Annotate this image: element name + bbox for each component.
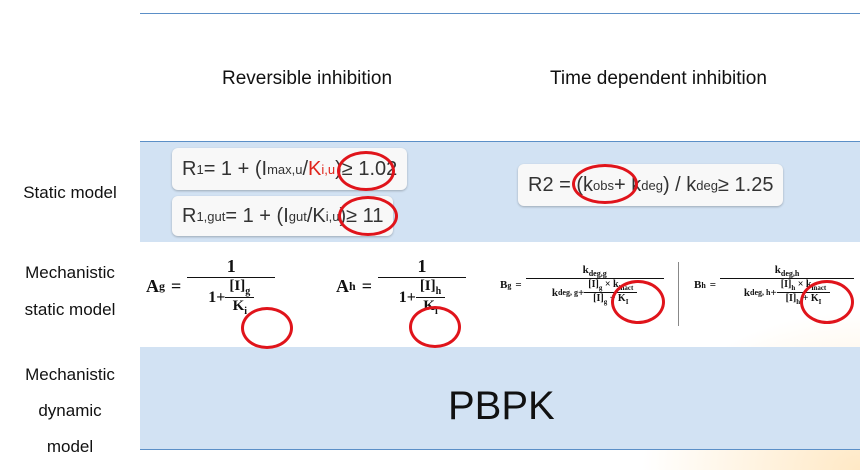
row-label-mech-static-2: static model [24,300,116,319]
header-reversible: Reversible inhibition [222,68,393,89]
row-label-mech-dynamic-1: Mechanistic [25,365,115,384]
formula-r2: R2 = (k obs + k deg ) / k deg ≥ 1.25 [518,164,784,206]
highlight-circle-ki-ah [409,306,461,348]
highlight-circle-ki-bh [800,280,854,324]
top-rule [140,13,860,14]
header-rule [140,141,860,142]
pbpk-band [140,347,860,449]
formula-divider [678,262,679,326]
row-label-static: Static model [23,183,117,202]
header-time-dependent: Time dependent inhibition [550,68,767,89]
highlight-circle-ki-ag [241,307,293,349]
row-label-mech-dynamic-2: dynamic [38,401,102,420]
highlight-circle-kiu-r1gut [338,196,398,236]
highlight-circle-ki-bg [611,280,665,324]
pbpk-label: PBPK [448,384,555,428]
bottom-rule [140,449,860,450]
highlight-circle-kobs [572,164,638,204]
row-label-mech-dynamic-3: model [46,437,94,456]
row-label-mech-static-1: Mechanistic [25,263,115,282]
highlight-circle-kiu-r1 [337,151,395,191]
